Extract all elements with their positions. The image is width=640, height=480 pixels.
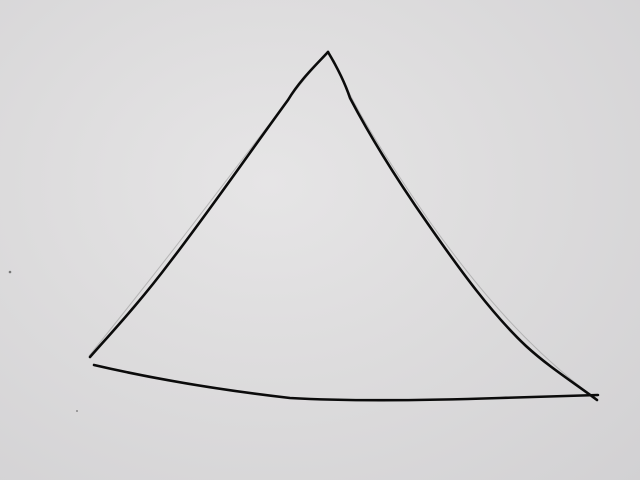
triangle-left-edge xyxy=(88,50,330,359)
paper-speck xyxy=(8,270,12,274)
paper-speck xyxy=(76,410,78,412)
pencil-shadow-right xyxy=(333,59,596,399)
triangle-right-edge xyxy=(326,50,599,402)
triangle-base-edge xyxy=(92,363,600,402)
pencil-shadow-left xyxy=(88,53,327,357)
